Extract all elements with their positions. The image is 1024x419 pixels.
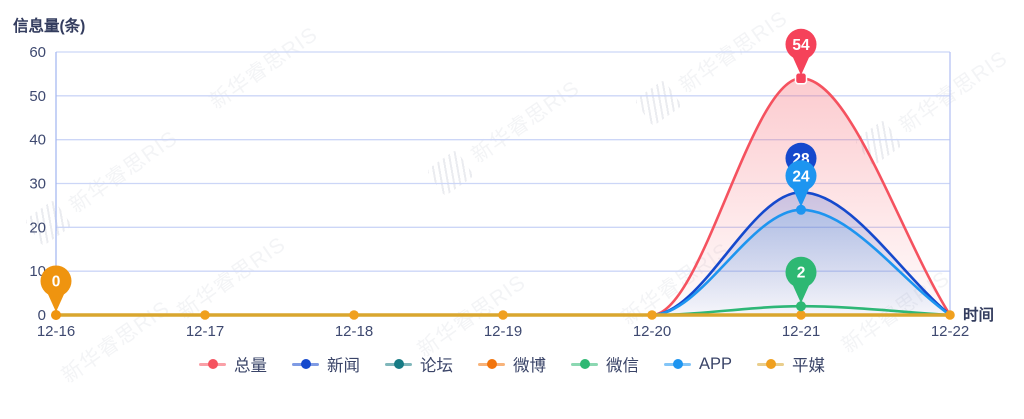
legend-item-新闻[interactable]: 新闻 — [291, 352, 360, 376]
series-APP[interactable] — [51, 205, 955, 320]
legend-marker-icon — [757, 359, 785, 369]
x-axis-title: 时间 — [963, 307, 995, 324]
legend-dot-icon — [207, 359, 218, 369]
pin-平媒[interactable]: 0 — [40, 265, 72, 321]
legend-marker-icon — [477, 359, 505, 369]
legend-label: 平媒 — [792, 357, 826, 375]
pin-总量[interactable]: 54 — [785, 28, 817, 85]
peak-marker-APP[interactable] — [796, 204, 806, 215]
legend-item-论坛[interactable]: 论坛 — [384, 352, 453, 376]
svg-text:30: 30 — [29, 176, 46, 193]
svg-text:50: 50 — [29, 88, 46, 105]
legend-item-总量[interactable]: 总量 — [198, 352, 267, 376]
legend-marker-icon — [663, 359, 691, 369]
svg-text:12-19: 12-19 — [484, 323, 522, 340]
legend-marker-icon — [198, 359, 226, 369]
pin-value-微信: 2 — [797, 265, 806, 282]
legend-marker-icon — [570, 359, 598, 369]
legend-label: 论坛 — [419, 357, 453, 375]
data-point-平媒[interactable] — [945, 310, 955, 320]
legend-dot-icon — [300, 359, 311, 369]
legend-marker-icon — [384, 359, 412, 369]
peak-marker-微信[interactable] — [796, 301, 806, 312]
svg-text:12-18: 12-18 — [335, 323, 373, 340]
legend-label: APP — [698, 354, 733, 373]
data-point-平媒[interactable] — [796, 310, 806, 320]
svg-text:12-17: 12-17 — [186, 323, 224, 340]
pin-value-平媒: 0 — [52, 274, 61, 291]
legend-dot-icon — [766, 359, 777, 369]
pin-APP[interactable]: 24 — [785, 160, 817, 215]
data-point-平媒[interactable] — [498, 310, 508, 320]
svg-text:12-16: 12-16 — [37, 323, 75, 340]
svg-text:12-20: 12-20 — [633, 323, 671, 340]
pin-微信[interactable]: 2 — [785, 256, 817, 312]
svg-text:60: 60 — [29, 44, 46, 61]
chart-legend: 总量 新闻 论坛 微博 微信 APP 平媒 — [0, 352, 1024, 376]
legend-dot-icon — [393, 359, 404, 369]
legend-item-微信[interactable]: 微信 — [570, 352, 639, 376]
legend-marker-icon — [291, 359, 319, 369]
legend-dot-icon — [579, 359, 590, 369]
y-axis-title: 信息量(条) — [13, 18, 86, 35]
data-point-平媒[interactable] — [200, 310, 210, 320]
legend-item-微博[interactable]: 微博 — [477, 352, 546, 376]
pin-value-APP: 24 — [792, 168, 810, 185]
legend-dot-icon — [672, 359, 683, 369]
svg-text:20: 20 — [29, 219, 46, 236]
data-point-平媒[interactable] — [349, 310, 359, 320]
legend-label: 微博 — [512, 357, 546, 375]
legend-item-APP[interactable]: APP — [663, 354, 733, 374]
svg-text:0: 0 — [38, 307, 46, 324]
legend-label: 新闻 — [326, 357, 360, 375]
svg-text:40: 40 — [29, 132, 46, 149]
svg-text:12-22: 12-22 — [931, 323, 969, 340]
legend-label: 总量 — [233, 357, 267, 375]
svg-text:12-21: 12-21 — [782, 323, 820, 340]
legend-label: 微信 — [605, 357, 639, 375]
legend-item-平媒[interactable]: 平媒 — [757, 352, 825, 376]
pin-value-总量: 54 — [792, 37, 810, 54]
legend-dot-icon — [486, 359, 497, 369]
peak-marker-平媒[interactable] — [51, 310, 61, 320]
data-point-平媒[interactable] — [647, 310, 657, 320]
